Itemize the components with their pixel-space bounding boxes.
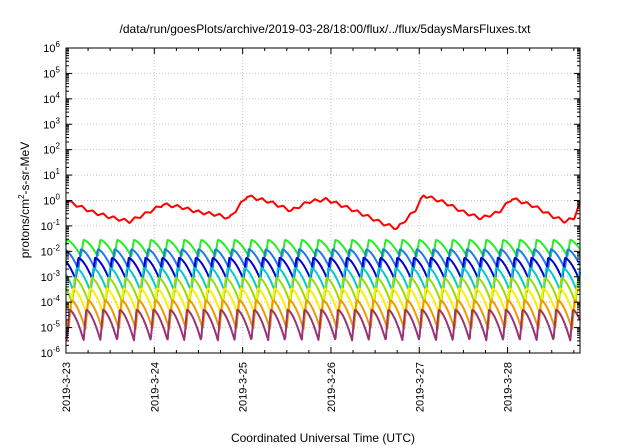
y-tick-label: 100 <box>43 193 60 208</box>
x-tick-label: 2019-3-28 <box>503 362 515 412</box>
y-tick-label: 105 <box>43 65 60 80</box>
y-tick-label: 10-1 <box>41 218 61 233</box>
y-tick-label: 104 <box>43 91 60 106</box>
y-axis: 10-6 10-5 10-4 10-3 10-2 10-1 100 101 102 103 104 1… <box>41 40 580 360</box>
series-line-1 <box>65 239 581 258</box>
x-tick-label: 2019-3-23 <box>61 362 73 412</box>
series-group <box>65 194 581 342</box>
y-tick-label: 10-4 <box>41 294 61 309</box>
y-axis-label: protons/cm2-s-sr-MeV <box>17 142 32 258</box>
series-line-2 <box>65 248 581 271</box>
x-axis: 2019-3-23 2019-3-24 2019-3-25 2019-3-26 2019… <box>61 48 575 412</box>
chart-title: /data/run/goesPlots/archive/2019-03-28/1… <box>120 22 532 36</box>
y-tick-label: 102 <box>43 142 60 157</box>
y-tick-label: 10-6 <box>41 345 61 360</box>
y-tick-label: 10-3 <box>41 269 61 284</box>
x-tick-label: 2019-3-24 <box>149 362 161 412</box>
x-tick-label: 2019-3-26 <box>326 362 338 412</box>
y-tick-label: 101 <box>43 167 60 182</box>
x-axis-label: Coordinated Universal Time (UTC) <box>231 431 415 445</box>
x-tick-label: 2019-3-25 <box>238 362 250 412</box>
y-tick-label: 106 <box>43 40 60 55</box>
y-tick-label: 10-2 <box>41 243 61 258</box>
x-tick-label: 2019-3-27 <box>414 362 426 412</box>
series-line-8 <box>65 308 581 342</box>
y-tick-label: 103 <box>43 116 60 131</box>
series-line-0 <box>65 194 581 230</box>
y-tick-label: 10-5 <box>41 320 61 335</box>
